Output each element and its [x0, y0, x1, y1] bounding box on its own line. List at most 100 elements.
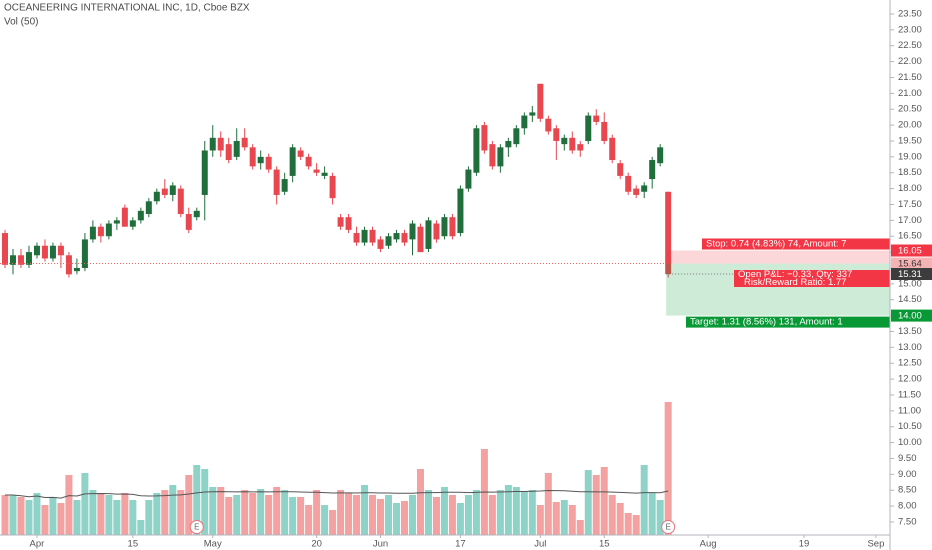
- candle-body: [73, 267, 80, 272]
- x-tick-label: Sep: [867, 539, 884, 550]
- volume-bar: [217, 487, 225, 535]
- stop-label: Stop: 0.74 (4.83%) 74, Amount: 7: [706, 239, 846, 250]
- volume-bar: [129, 500, 137, 535]
- x-tick-label: Jul: [534, 539, 546, 550]
- candle-body: [377, 239, 384, 249]
- y-tick-label: 19.50: [898, 135, 922, 146]
- volume-bar: [616, 503, 624, 535]
- candle-body: [113, 220, 120, 224]
- volume-bar: [81, 473, 89, 535]
- volume-bar: [496, 490, 504, 535]
- candle-body: [353, 233, 360, 243]
- y-tick-label: 13.00: [898, 342, 922, 353]
- volume-bar: [153, 493, 161, 535]
- candle-body: [585, 115, 592, 141]
- y-tick-label: 11.00: [898, 405, 921, 416]
- volume-bar: [281, 490, 289, 535]
- volume-bar: [488, 495, 496, 535]
- y-tick-label: 11.50: [898, 389, 921, 400]
- volume-bar: [576, 520, 584, 535]
- y-tick-label: 8.00: [898, 501, 917, 512]
- y-tick-label: 23.50: [898, 8, 922, 19]
- price-tag-label: 14.00: [898, 311, 922, 322]
- earnings-label: E: [665, 523, 670, 532]
- volume-bar: [225, 497, 233, 535]
- volume-bar: [385, 495, 393, 535]
- y-tick-label: 14.50: [898, 294, 922, 305]
- volume-bar: [393, 503, 401, 535]
- volume-bar: [528, 490, 536, 535]
- candle-body: [233, 140, 240, 157]
- volume-ma: [5, 489, 669, 499]
- candle-body: [665, 191, 672, 275]
- candle-body: [265, 156, 272, 170]
- volume-bar: [512, 487, 520, 535]
- y-tick-label: 21.50: [898, 72, 922, 83]
- candle-body: [561, 137, 568, 145]
- volume-bar: [329, 510, 337, 535]
- candle-body: [225, 144, 232, 161]
- earnings-label: E: [194, 523, 199, 532]
- candle-body: [417, 226, 424, 253]
- volume-bar: [560, 500, 568, 535]
- candle-body: [425, 220, 432, 249]
- x-tick-label: Apr: [30, 539, 45, 550]
- candle-body: [313, 169, 320, 173]
- y-tick-label: 17.00: [898, 215, 922, 226]
- stop-label-box: [702, 238, 890, 250]
- x-tick-label: 19: [799, 539, 810, 550]
- volume-bar: [648, 493, 656, 535]
- candle-body: [297, 150, 304, 157]
- candle-body: [137, 210, 144, 221]
- candle-body: [121, 207, 128, 227]
- volume-bar: [137, 520, 145, 535]
- candle-body: [105, 223, 112, 237]
- volume-bar: [472, 490, 480, 535]
- candle-body: [257, 156, 264, 164]
- candle-body: [25, 252, 32, 265]
- volume-bar: [41, 505, 49, 535]
- price-tag-label: 15.64: [898, 259, 922, 270]
- volume-bar: [161, 490, 169, 535]
- candle-body: [81, 239, 88, 268]
- candle-body: [465, 169, 472, 189]
- earnings-marker: [661, 520, 676, 534]
- candle-body: [33, 245, 40, 256]
- volume-bar: [592, 475, 600, 535]
- candle-body: [433, 223, 440, 240]
- volume-bar: [408, 495, 416, 535]
- candle-body: [169, 185, 176, 195]
- volume-bar: [401, 501, 408, 535]
- candle-body: [201, 150, 208, 195]
- y-tick-label: 9.50: [898, 453, 917, 464]
- volume-bar: [313, 490, 321, 535]
- candle-body: [505, 140, 512, 148]
- volume-bar: [520, 491, 528, 535]
- x-tick-label: 15: [599, 539, 610, 550]
- candle-body: [449, 217, 456, 237]
- volume-bar: [193, 465, 201, 535]
- volume-bar: [17, 497, 25, 535]
- y-tick-label: 22.00: [898, 56, 922, 67]
- volume-bar: [337, 490, 345, 535]
- x-tick-label: May: [204, 539, 222, 550]
- volume-bar: [608, 495, 616, 535]
- price-tag: [891, 244, 932, 257]
- plot-area: Stop: 0.74 (4.83%) 74, Amount: 7 Open P&L…: [0, 83, 890, 535]
- pnl-box: [734, 270, 890, 288]
- risk-zone: [666, 250, 890, 264]
- volume-bar: [640, 465, 648, 535]
- volume-bar: [321, 505, 329, 535]
- y-tick-label: 23.00: [898, 24, 922, 35]
- volume-bar: [273, 487, 281, 535]
- volume-bar: [201, 469, 209, 535]
- candle-body: [177, 188, 184, 214]
- volume-bar: [353, 495, 361, 535]
- volume-bar: [305, 505, 313, 535]
- volume-bar: [33, 493, 41, 535]
- y-tick-label: 18.00: [898, 183, 922, 194]
- x-tick-label: Aug: [700, 539, 717, 550]
- volume-bar: [656, 500, 664, 535]
- volume-bar: [9, 495, 17, 535]
- candle-body: [625, 175, 632, 192]
